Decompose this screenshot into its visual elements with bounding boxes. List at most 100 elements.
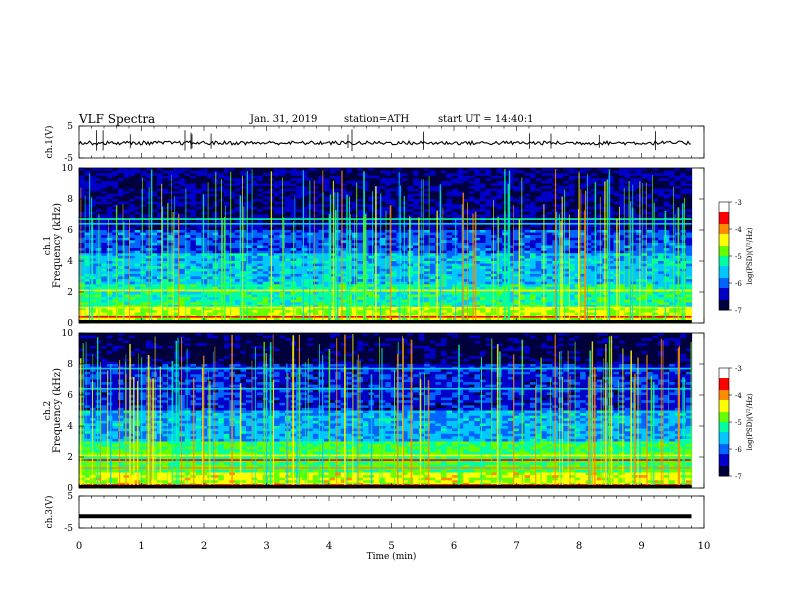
spec-cell	[613, 180, 620, 185]
spec-cell	[246, 193, 253, 197]
spec-cell	[340, 186, 347, 190]
spec-cell	[273, 201, 281, 205]
spec-cell	[669, 193, 676, 197]
spec-cell	[652, 188, 659, 192]
spec-cell	[168, 170, 175, 174]
spec-cell	[635, 178, 642, 182]
spec-cell	[647, 168, 654, 172]
spec-cell	[79, 188, 86, 192]
spec-cell	[201, 173, 208, 177]
spec-cell	[134, 196, 141, 200]
spec-cell	[563, 204, 570, 208]
spec-cell	[457, 209, 464, 213]
spec-cell	[285, 196, 292, 200]
spec-cell	[474, 196, 481, 200]
spec-cell	[318, 188, 325, 192]
spec-cell	[307, 209, 314, 213]
spec-cell	[474, 180, 481, 185]
spec-cell	[374, 178, 381, 182]
spec-cell	[290, 204, 297, 208]
spec-cell	[240, 191, 247, 195]
spec-cell	[385, 183, 392, 187]
spec-cell	[429, 201, 436, 205]
spec-cell	[608, 199, 615, 203]
spec-cell	[112, 191, 119, 195]
spec-cell	[162, 180, 169, 185]
spec-cell	[207, 211, 214, 216]
spec-cell	[290, 180, 297, 185]
spec-cell	[390, 186, 397, 190]
spec-cell	[457, 199, 464, 203]
spec-cell	[452, 183, 459, 187]
spec-cell	[557, 209, 565, 213]
spec-cell	[585, 196, 592, 200]
spec-cell	[613, 175, 620, 179]
spec-cell	[95, 175, 102, 179]
spec-cell	[324, 175, 331, 179]
spec-cell	[619, 209, 626, 213]
spec-cell	[518, 170, 526, 174]
spec-cell	[647, 188, 654, 192]
spec-cell	[491, 204, 498, 208]
spec-cell	[390, 199, 397, 203]
spec-cell	[351, 188, 358, 192]
spec-cell	[507, 173, 514, 177]
spec-cell	[663, 199, 670, 203]
spec-cell	[312, 170, 320, 174]
spec-cell	[101, 196, 108, 200]
spec-cell	[363, 170, 370, 174]
spec-cell	[530, 168, 537, 172]
spec-cell	[608, 196, 615, 200]
spec-cell	[140, 178, 147, 182]
spec-cell	[84, 209, 91, 213]
spec-cell	[507, 183, 514, 187]
spec-cell	[123, 196, 130, 200]
spec-cell	[569, 201, 576, 205]
spec-cell	[240, 186, 247, 190]
spec-cell	[101, 199, 108, 203]
spec-cell	[296, 168, 303, 172]
spec-cell	[474, 186, 481, 190]
spec-cell	[173, 183, 180, 187]
spec-cell	[530, 170, 537, 174]
spec-cell	[596, 193, 603, 197]
spec-cell	[340, 178, 347, 182]
spec-cell	[112, 170, 119, 174]
spec-cell	[340, 204, 347, 208]
spec-cell	[663, 170, 670, 174]
spec-cell	[307, 191, 314, 195]
spec-cell	[162, 175, 169, 179]
spec-cell	[340, 201, 347, 205]
spec-cell	[368, 193, 375, 197]
spec-cell	[363, 168, 370, 172]
spec-cell	[496, 170, 503, 174]
spec-cell	[290, 191, 297, 195]
spec-cell	[246, 206, 253, 210]
spec-cell	[312, 178, 320, 182]
spec-cell	[351, 168, 358, 172]
spec-cell	[641, 170, 648, 174]
spec-cell	[619, 170, 626, 174]
spec-cell	[223, 191, 230, 195]
spec-cell	[569, 204, 576, 208]
spec-cell	[569, 196, 576, 200]
spec-cell	[79, 191, 86, 195]
spec-cell	[190, 168, 197, 172]
spec-cell	[296, 209, 303, 213]
spec-cell	[157, 188, 164, 192]
spec-cell	[535, 206, 542, 210]
spec-cell	[340, 170, 347, 174]
spec-cell	[652, 170, 659, 174]
spec-cell	[574, 186, 581, 190]
spec-cell	[368, 206, 375, 210]
spec-cell	[90, 196, 97, 200]
spec-cell	[413, 175, 420, 179]
spec-cell	[340, 199, 347, 203]
spec-cell	[507, 178, 514, 182]
spec-cell	[351, 180, 358, 185]
spec-cell	[479, 173, 487, 177]
spec-cell	[101, 183, 108, 187]
spec-cell	[168, 193, 175, 197]
spec-cell	[290, 196, 297, 200]
spec-cell	[301, 173, 308, 177]
